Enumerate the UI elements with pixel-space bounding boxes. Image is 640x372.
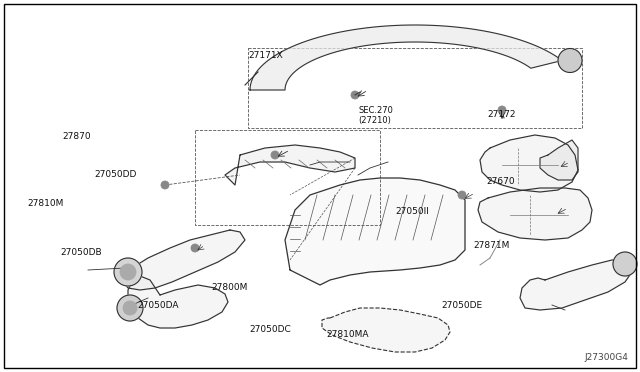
Circle shape — [458, 191, 466, 199]
Circle shape — [191, 244, 199, 252]
Polygon shape — [322, 308, 450, 352]
Text: 27172: 27172 — [488, 110, 516, 119]
Circle shape — [498, 106, 506, 114]
Circle shape — [558, 48, 582, 73]
Text: SEC.270
(27210): SEC.270 (27210) — [358, 106, 393, 125]
Polygon shape — [520, 258, 635, 310]
Polygon shape — [285, 178, 465, 285]
Text: 27810MA: 27810MA — [326, 330, 369, 339]
Text: 27050DC: 27050DC — [250, 326, 291, 334]
Text: 27050DE: 27050DE — [442, 301, 483, 310]
Circle shape — [271, 151, 279, 159]
Text: 27800M: 27800M — [211, 283, 248, 292]
Circle shape — [114, 258, 142, 286]
Text: J27300G4: J27300G4 — [584, 353, 628, 362]
Polygon shape — [122, 230, 245, 290]
Circle shape — [613, 252, 637, 276]
Circle shape — [351, 91, 359, 99]
Text: 27050II: 27050II — [396, 207, 429, 216]
Circle shape — [123, 301, 137, 315]
Text: 27670: 27670 — [486, 177, 515, 186]
Text: 27050DB: 27050DB — [61, 248, 102, 257]
Polygon shape — [250, 25, 562, 90]
Polygon shape — [480, 135, 578, 192]
Text: 27870: 27870 — [63, 132, 92, 141]
Text: 27871M: 27871M — [474, 241, 510, 250]
Text: 27810M: 27810M — [28, 199, 64, 208]
Polygon shape — [478, 188, 592, 240]
Polygon shape — [540, 140, 578, 180]
Polygon shape — [128, 276, 228, 328]
Circle shape — [161, 181, 169, 189]
Text: 27050DD: 27050DD — [95, 170, 137, 179]
Circle shape — [120, 264, 136, 280]
Polygon shape — [225, 145, 355, 185]
Text: 27171X: 27171X — [248, 51, 283, 60]
Circle shape — [117, 295, 143, 321]
Text: 27050DA: 27050DA — [138, 301, 179, 310]
